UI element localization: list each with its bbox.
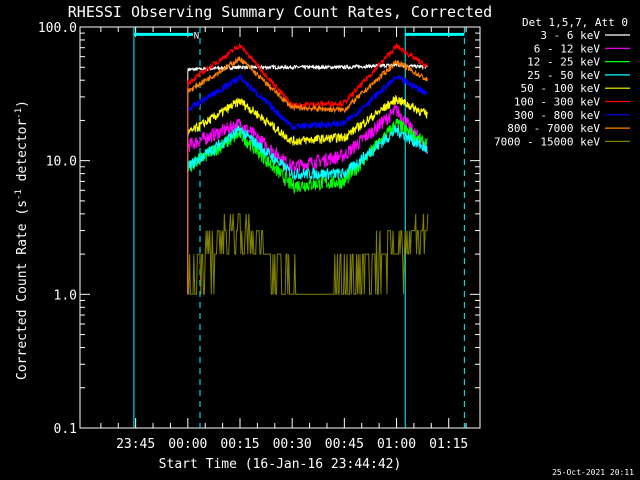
legend-label: 50 - 100 keV: [521, 82, 601, 95]
series-line-7: [187, 73, 428, 295]
y-axis-label: Corrected Count Rate (s-1 detector-1): [14, 100, 30, 380]
series-line-1: [187, 61, 428, 295]
x-tick-label: 00:45: [325, 437, 364, 452]
x-tick-label: 01:00: [377, 437, 416, 452]
y-label-sup1: -1: [14, 189, 24, 200]
x-tick-label: 01:15: [429, 437, 468, 452]
plot-area: 0.1 1.0 10.0 100.0 23:45 00:00 00:15 00:30 00:45…: [38, 21, 481, 452]
series-line-2: [187, 104, 428, 295]
y-tick-label: 100.0: [38, 21, 77, 36]
legend-label: 25 - 50 keV: [527, 69, 600, 82]
series-line-3: [187, 118, 428, 295]
y-tick-label: 10.0: [46, 155, 77, 170]
legend-label: 100 - 300 keV: [514, 96, 600, 109]
y-label-sup2: -1: [14, 108, 24, 119]
legend-label: 7000 - 15000 keV: [494, 135, 600, 148]
axis-frame: [79, 26, 481, 429]
x-tick-label: 23:45: [116, 437, 155, 452]
legend-header: Det 1,5,7, Att 0: [522, 16, 628, 29]
series-line-9: [187, 213, 429, 295]
legend-label: 300 - 800 keV: [514, 109, 600, 122]
legend-label: 3 - 6 keV: [540, 29, 600, 42]
x-tick-label: 00:30: [273, 437, 312, 452]
y-label-mid: detector: [15, 119, 30, 190]
x-axis-label: Start Time (16-Jan-16 23:44:42): [159, 457, 402, 472]
y-label-main: Corrected Count Rate (s: [15, 200, 30, 380]
y-tick-label: 0.1: [54, 422, 77, 437]
legend-label: 800 - 7000 keV: [507, 122, 600, 135]
timestamp: 25-Oct-2021 20:11: [552, 468, 634, 477]
chart-title: RHESSI Observing Summary Count Rates, Co…: [68, 3, 492, 21]
legend-label: 12 - 25 keV: [527, 56, 600, 69]
legend-label: 6 - 12 keV: [534, 42, 601, 55]
x-tick-label: 00:15: [220, 437, 259, 452]
series-line-5: [187, 95, 428, 295]
y-label-end: ): [15, 100, 30, 108]
y-tick-label: 1.0: [54, 288, 77, 303]
series-line-6: [187, 42, 428, 295]
series-line-4: [187, 124, 428, 295]
series-line-8: [187, 56, 428, 295]
cyan-label: N: [194, 31, 199, 41]
x-tick-label: 00:00: [168, 437, 207, 452]
